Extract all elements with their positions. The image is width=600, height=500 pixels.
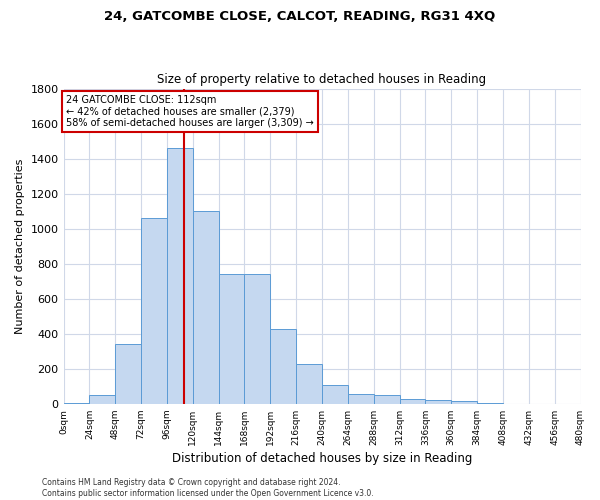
Bar: [141, 218, 167, 404]
Bar: [296, 364, 322, 404]
Bar: [477, 403, 503, 404]
Bar: [218, 274, 244, 404]
Title: Size of property relative to detached houses in Reading: Size of property relative to detached ho…: [157, 73, 487, 86]
Bar: [348, 394, 374, 404]
Y-axis label: Number of detached properties: Number of detached properties: [15, 158, 25, 334]
Bar: [167, 148, 193, 404]
Bar: [271, 328, 296, 404]
Text: 24, GATCOMBE CLOSE, CALCOT, READING, RG31 4XQ: 24, GATCOMBE CLOSE, CALCOT, READING, RG3…: [104, 10, 496, 23]
Bar: [244, 274, 271, 404]
Bar: [400, 398, 425, 404]
Bar: [193, 211, 218, 404]
Bar: [451, 401, 477, 404]
Bar: [64, 403, 89, 404]
Bar: [115, 344, 141, 404]
Text: 24 GATCOMBE CLOSE: 112sqm
← 42% of detached houses are smaller (2,379)
58% of se: 24 GATCOMBE CLOSE: 112sqm ← 42% of detac…: [66, 95, 314, 128]
Bar: [89, 395, 115, 404]
Bar: [322, 384, 348, 404]
X-axis label: Distribution of detached houses by size in Reading: Distribution of detached houses by size …: [172, 452, 472, 465]
Bar: [425, 400, 451, 404]
Bar: [374, 395, 400, 404]
Text: Contains HM Land Registry data © Crown copyright and database right 2024.
Contai: Contains HM Land Registry data © Crown c…: [42, 478, 374, 498]
